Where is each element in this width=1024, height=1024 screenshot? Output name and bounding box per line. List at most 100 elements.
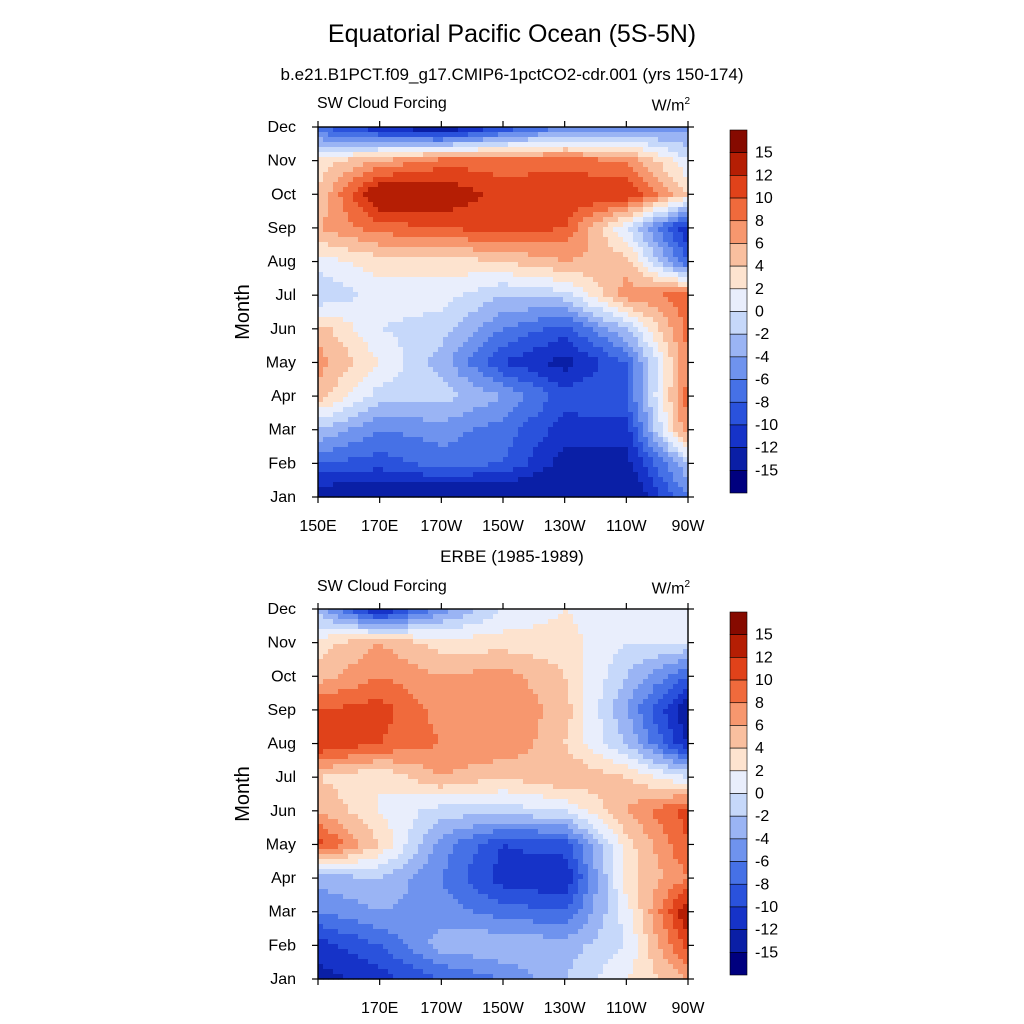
contour-cell: [538, 412, 544, 418]
contour-cell: [543, 292, 549, 298]
contour-cell: [458, 292, 464, 298]
contour-cell: [578, 322, 584, 328]
contour-cell: [333, 332, 339, 338]
contour-cell: [668, 187, 674, 193]
contour-cell: [663, 187, 669, 193]
contour-cell: [663, 292, 669, 298]
contour-cell: [618, 442, 624, 448]
contour-cell: [473, 292, 479, 298]
contour-cell: [403, 442, 409, 448]
contour-cell: [548, 377, 554, 383]
contour-cell: [408, 167, 414, 173]
contour-cell: [333, 382, 339, 388]
contour-cell: [343, 317, 349, 323]
contour-cell: [398, 312, 404, 318]
contour-cell: [603, 307, 609, 313]
contour-cell: [643, 152, 649, 158]
contour-cell: [538, 397, 544, 403]
contour-cell: [638, 447, 644, 453]
contour-cell: [318, 432, 324, 438]
contour-cell: [323, 412, 329, 418]
contour-cell: [558, 182, 564, 188]
contour-cell: [638, 212, 644, 218]
contour-cell: [663, 152, 669, 158]
contour-cell: [343, 412, 349, 418]
contour-cell: [338, 217, 344, 223]
contour-cell: [523, 217, 529, 223]
contour-cell: [373, 277, 379, 283]
contour-cell: [438, 292, 444, 298]
contour-cell: [608, 127, 614, 133]
contour-cell: [573, 427, 579, 433]
contour-cell: [618, 132, 624, 138]
contour-cell: [333, 367, 339, 373]
contour-cell: [378, 217, 384, 223]
contour-cell: [383, 187, 389, 193]
contour-cell: [363, 182, 369, 188]
contour-cell: [473, 352, 479, 358]
contour-cell: [653, 432, 659, 438]
contour-cell: [553, 167, 559, 173]
contour-cell: [483, 317, 489, 323]
contour-cell: [563, 242, 569, 248]
contour-cell: [368, 347, 374, 353]
contour-cell: [403, 237, 409, 243]
contour-cell: [673, 282, 679, 288]
contour-cell: [463, 367, 469, 373]
contour-cell: [663, 452, 669, 458]
contour-cell: [623, 427, 629, 433]
contour-cell: [378, 157, 384, 163]
contour-cell: [603, 262, 609, 268]
contour-cell: [623, 172, 629, 178]
contour-cell: [533, 182, 539, 188]
contour-cell: [468, 337, 474, 343]
contour-cell: [433, 172, 439, 178]
contour-cell: [403, 282, 409, 288]
contour-cell: [508, 242, 514, 248]
contour-cell: [343, 152, 349, 158]
contour-cell: [663, 327, 669, 333]
contour-cell: [438, 297, 444, 303]
contour-cell: [458, 297, 464, 303]
contour-cell: [498, 417, 504, 423]
contour-cell: [408, 402, 414, 408]
contour-cell: [353, 192, 359, 198]
contour-cell: [563, 357, 569, 363]
contour-cell: [373, 182, 379, 188]
contour-cell: [603, 202, 609, 208]
contour-cell: [603, 132, 609, 138]
contour-cell: [653, 292, 659, 298]
contour-cell: [658, 292, 664, 298]
contour-cell: [538, 182, 544, 188]
contour-cell: [533, 237, 539, 243]
contour-cell: [623, 307, 629, 313]
contour-cell: [598, 317, 604, 323]
contour-cell: [578, 437, 584, 443]
contour-cell: [588, 322, 594, 328]
contour-cell: [363, 397, 369, 403]
contour-cell: [598, 142, 604, 148]
contour-cell: [583, 437, 589, 443]
contour-cell: [603, 147, 609, 153]
contour-cell: [593, 142, 599, 148]
contour-cell: [493, 297, 499, 303]
contour-cell: [548, 212, 554, 218]
contour-cell: [373, 357, 379, 363]
contour-cell: [413, 422, 419, 428]
contour-cell: [428, 347, 434, 353]
contour-cell: [403, 307, 409, 313]
contour-cell: [358, 292, 364, 298]
contour-cell: [363, 327, 369, 333]
contour-cell: [498, 162, 504, 168]
contour-cell: [458, 197, 464, 203]
contour-cell: [578, 267, 584, 273]
contour-cell: [453, 267, 459, 273]
contour-cell: [528, 162, 534, 168]
contour-cell: [398, 247, 404, 253]
contour-cell: [513, 427, 519, 433]
contour-cell: [608, 212, 614, 218]
contour-cell: [628, 227, 634, 233]
contour-cell: [468, 437, 474, 443]
contour-cell: [368, 427, 374, 433]
contour-cell: [413, 287, 419, 293]
